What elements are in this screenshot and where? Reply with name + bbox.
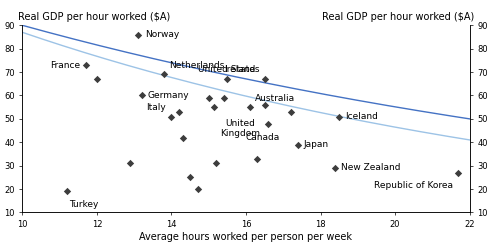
Point [134, 33, 142, 37]
Point [186, 175, 194, 179]
Point [287, 110, 295, 114]
Point [168, 115, 176, 119]
Point [223, 77, 231, 81]
Point [294, 143, 302, 147]
Text: Italy: Italy [146, 103, 166, 112]
Point [211, 105, 218, 109]
Text: France: France [50, 61, 80, 70]
Point [335, 115, 343, 119]
Point [212, 161, 220, 165]
Point [261, 77, 269, 81]
Point [160, 73, 168, 77]
Text: United
Kingdom: United Kingdom [220, 119, 260, 138]
Point [63, 189, 71, 193]
Text: Canada: Canada [246, 133, 280, 142]
Point [175, 110, 183, 114]
Text: Norway: Norway [146, 30, 180, 39]
Point [138, 93, 146, 97]
Text: Real GDP per hour worked ($A): Real GDP per hour worked ($A) [18, 12, 170, 22]
Point [220, 96, 228, 100]
Text: New Zealand: New Zealand [341, 164, 400, 172]
Point [253, 157, 261, 161]
Point [82, 63, 90, 67]
Point [179, 136, 186, 139]
Point [261, 103, 269, 107]
Text: Republic of Korea: Republic of Korea [374, 181, 453, 190]
Point [126, 161, 134, 165]
Text: Ireland: Ireland [224, 65, 255, 75]
X-axis label: Average hours worked per person per week: Average hours worked per person per week [140, 232, 352, 242]
Point [246, 105, 254, 109]
Text: Japan: Japan [304, 140, 329, 149]
Text: Iceland: Iceland [345, 112, 378, 121]
Text: Germany: Germany [147, 91, 189, 100]
Text: Turkey: Turkey [69, 200, 98, 209]
Text: Australia: Australia [255, 93, 295, 103]
Point [205, 96, 213, 100]
Text: United States: United States [198, 65, 259, 75]
Point [455, 171, 462, 175]
Text: Netherlands: Netherlands [170, 61, 225, 70]
Text: Real GDP per hour worked ($A): Real GDP per hour worked ($A) [322, 12, 474, 22]
Point [93, 77, 101, 81]
Point [264, 122, 272, 125]
Point [332, 166, 339, 170]
Point [194, 187, 202, 191]
